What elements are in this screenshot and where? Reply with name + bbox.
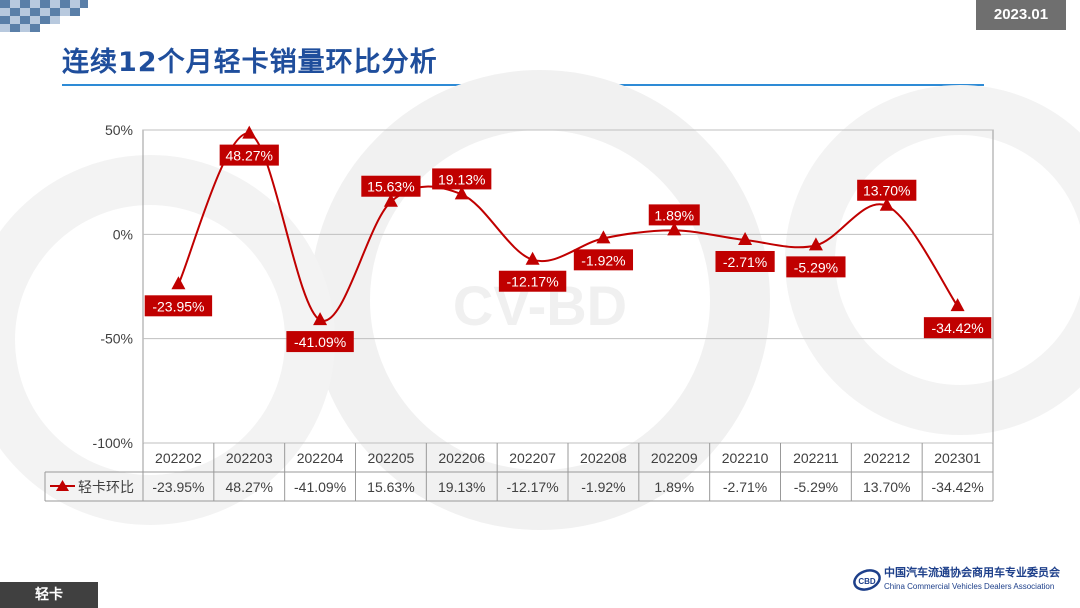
table-value: 19.13% (438, 479, 485, 495)
data-label: 13.70% (863, 183, 910, 199)
x-tick-label: 202203 (226, 450, 273, 466)
data-label: -34.42% (932, 320, 984, 336)
data-point (171, 276, 186, 290)
table-value: 48.27% (226, 479, 273, 495)
data-label: -41.09% (294, 334, 346, 350)
corner-checker-decoration (0, 0, 88, 32)
organization-logo: CBD 中国汽车流通协会商用车专业委员会 China Commercial Ve… (852, 560, 1072, 600)
data-point (596, 230, 611, 244)
data-label-box (786, 256, 846, 278)
series-line (177, 132, 959, 322)
data-label: 1.89% (654, 207, 694, 223)
data-label: 48.27% (226, 148, 273, 164)
x-tick-label: 202208 (580, 450, 627, 466)
org-emblem-icon: CBD (853, 569, 881, 591)
data-label-box (219, 144, 279, 166)
data-label-box (361, 175, 421, 197)
table-value: 15.63% (367, 479, 414, 495)
data-point (242, 125, 257, 139)
org-logo-text: CBD (858, 577, 876, 586)
data-label-box (498, 270, 567, 292)
x-tick-label: 202301 (934, 450, 981, 466)
x-tick-label: 202204 (297, 450, 344, 466)
org-name-cn: 中国汽车流通协会商用车专业委员会 (884, 566, 1060, 579)
y-tick-label: -50% (100, 331, 133, 347)
table-value: -2.71% (723, 479, 767, 495)
table-value: -5.29% (794, 479, 838, 495)
footer-tag: 轻卡 (0, 582, 98, 608)
data-point (950, 298, 965, 312)
data-point (383, 193, 398, 207)
date-badge: 2023.01 (976, 0, 1066, 30)
data-label-box (144, 295, 213, 317)
y-tick-label: 50% (105, 122, 133, 138)
table-value: 1.89% (654, 479, 694, 495)
data-label-box (857, 179, 917, 201)
data-label: -5.29% (794, 259, 838, 275)
org-name-en: China Commercial Vehicles Dealers Associ… (884, 582, 1055, 591)
data-label: -2.71% (723, 254, 767, 270)
data-label: -12.17% (507, 274, 559, 290)
x-tick-label: 202210 (722, 450, 769, 466)
data-label: 15.63% (367, 179, 414, 195)
x-tick-label: 202207 (509, 450, 556, 466)
data-point (879, 197, 894, 211)
table-value: -1.92% (581, 479, 625, 495)
data-point (313, 312, 328, 326)
data-label-box (573, 249, 634, 271)
data-label-box (715, 250, 775, 272)
legend-label: 轻卡环比 (78, 480, 134, 496)
table-value: -34.42% (932, 479, 984, 495)
data-label: -23.95% (152, 298, 204, 314)
data-point (454, 186, 469, 200)
data-point (525, 251, 540, 265)
data-label-box (923, 317, 992, 339)
legend-marker (56, 480, 69, 491)
x-tick-label: 202212 (863, 450, 910, 466)
data-label-box (432, 168, 492, 190)
x-tick-label: 202206 (438, 450, 485, 466)
x-tick-label: 202202 (155, 450, 202, 466)
data-label-box (286, 331, 354, 353)
data-label-box (648, 204, 700, 226)
y-tick-label: -100% (93, 435, 133, 451)
table-value: -12.17% (507, 479, 559, 495)
data-label: -1.92% (581, 252, 625, 268)
table-value: -23.95% (152, 479, 204, 495)
x-tick-label: 202211 (793, 450, 839, 466)
x-tick-label: 202209 (651, 450, 698, 466)
data-point (738, 231, 753, 245)
data-label: 19.13% (438, 171, 485, 187)
y-tick-label: 0% (113, 226, 133, 242)
x-tick-label: 202205 (368, 450, 415, 466)
table-value: 13.70% (863, 479, 910, 495)
data-point (808, 237, 823, 251)
data-point (667, 222, 682, 236)
table-value: -41.09% (294, 479, 346, 495)
